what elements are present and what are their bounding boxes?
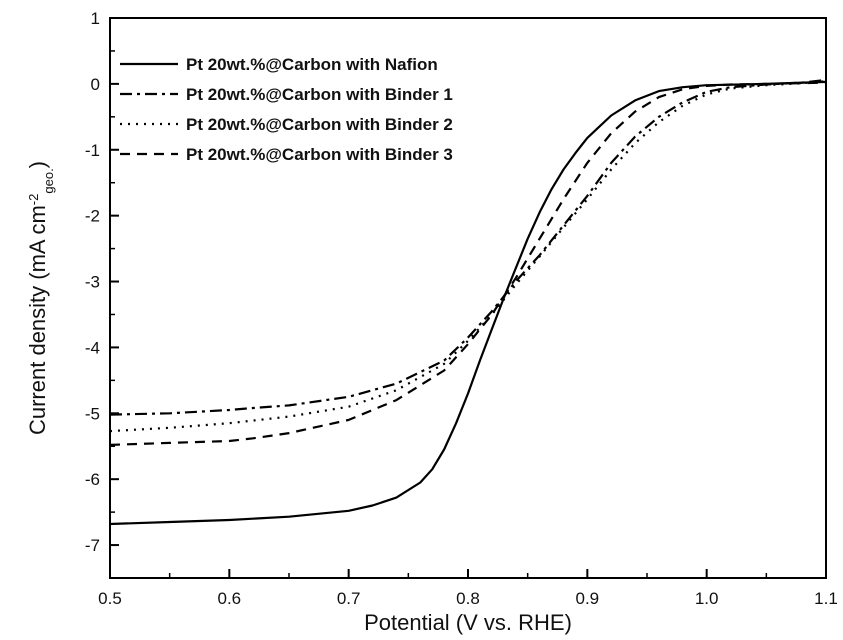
- x-tick-label: 0.5: [98, 589, 122, 608]
- y-tick-label: -5: [85, 404, 100, 423]
- y-tick-labels: 1 0 -1 -2 -3 -4 -5 -6 -7: [85, 9, 100, 555]
- x-tick-label: 0.9: [576, 589, 600, 608]
- y-tick-label: 1: [91, 9, 100, 28]
- series-line-4: [109, 81, 827, 446]
- legend-label-4: Pt 20wt.%@Carbon with Binder 3: [186, 145, 453, 164]
- legend: Pt 20wt.%@Carbon with Nafion Pt 20wt.%@Ca…: [120, 55, 453, 164]
- x-tick-label: 0.6: [218, 589, 242, 608]
- x-tick-label: 0.7: [337, 589, 361, 608]
- plot-lines: [109, 78, 827, 526]
- x-tick-labels: 0.5 0.6 0.7 0.8 0.9 1.0 1.1: [98, 589, 838, 608]
- y-axis-title: Current density (mA cm-2geo.): [25, 161, 56, 435]
- x-tick-label: 0.8: [456, 589, 480, 608]
- legend-label-3: Pt 20wt.%@Carbon with Binder 2: [186, 115, 453, 134]
- legend-label-2: Pt 20wt.%@Carbon with Binder 1: [186, 85, 453, 104]
- plot-frame: [109, 17, 827, 579]
- y-axis-title-subscript: geo.: [41, 168, 56, 193]
- y-tick-label: -4: [85, 338, 100, 357]
- y-axis-title-superscript: -2: [26, 194, 41, 206]
- x-axis-title: Potential (V vs. RHE): [364, 610, 572, 635]
- x-tick-label: 1.0: [695, 589, 719, 608]
- legend-label-1: Pt 20wt.%@Carbon with Nafion: [186, 55, 438, 74]
- x-tick-label: 1.1: [814, 589, 838, 608]
- y-tick-label: -1: [85, 141, 100, 160]
- y-axis-title-close: ): [25, 161, 50, 168]
- y-tick-label: -2: [85, 207, 100, 226]
- y-axis-title-main: Current density (mA cm: [25, 205, 50, 435]
- y-tick-label: -3: [85, 273, 100, 292]
- y-tick-label: -6: [85, 470, 100, 489]
- series-line-3: [109, 80, 827, 433]
- y-tick-label: -7: [85, 536, 100, 555]
- y-tick-label: 0: [91, 75, 100, 94]
